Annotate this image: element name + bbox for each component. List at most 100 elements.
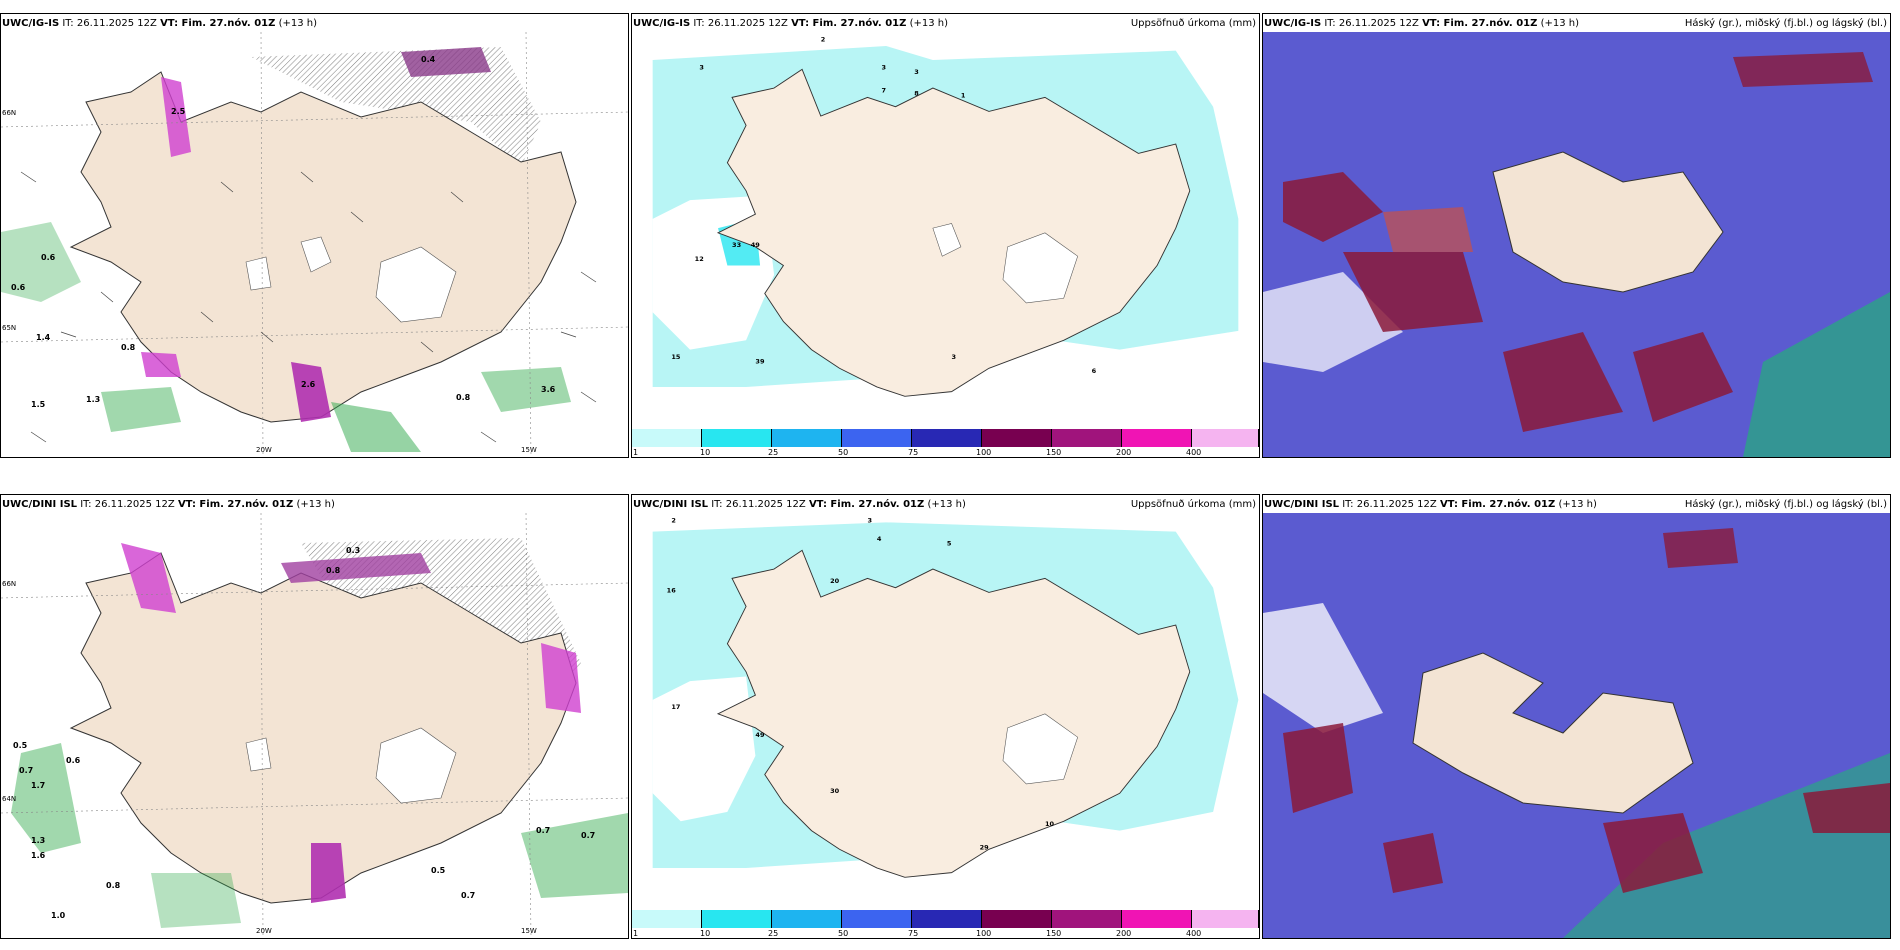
panel-wind-bottom: UWC/DINI ISL IT: 26.11.2025 12Z VT: Fim.… — [0, 494, 629, 939]
svg-text:30: 30 — [830, 787, 840, 795]
precip-patch — [291, 362, 331, 422]
svg-text:0.5: 0.5 — [431, 866, 446, 875]
value-labels: 0.6 0.6 1.4 0.8 1.5 1.3 0.8 3.6 2.6 2.5 … — [11, 55, 556, 409]
svg-text:16: 16 — [667, 586, 677, 594]
svg-text:0.8: 0.8 — [456, 393, 471, 402]
svg-text:1.4: 1.4 — [36, 333, 51, 342]
lat-label: 64N — [2, 795, 17, 803]
svg-text:15: 15 — [671, 353, 681, 361]
svg-text:0.6: 0.6 — [11, 283, 26, 292]
svg-text:12: 12 — [695, 255, 704, 263]
precip-patch — [141, 352, 181, 377]
panel-cloud-top: UWC/IG-IS IT: 26.11.2025 12Z VT: Fim. 27… — [1262, 13, 1891, 458]
svg-text:3: 3 — [914, 68, 919, 76]
precip-patch — [1, 222, 81, 302]
svg-text:0.8: 0.8 — [106, 881, 121, 890]
svg-text:0.8: 0.8 — [121, 343, 136, 352]
panel-title: UWC/IG-IS IT: 26.11.2025 12Z VT: Fim. 27… — [633, 18, 948, 29]
svg-text:0.7: 0.7 — [536, 826, 550, 835]
precip-patch — [331, 402, 421, 452]
svg-text:6: 6 — [1092, 367, 1097, 375]
precip-values: 2 3 4 5 16 20 17 49 30 29 10 — [667, 516, 1055, 851]
precip-patch — [481, 367, 571, 412]
wind-precip-map[interactable]: 0.6 0.6 1.4 0.8 1.5 1.3 0.8 3.6 2.6 2.5 … — [1, 32, 628, 457]
precip-patch — [161, 77, 191, 157]
glacier — [300, 236, 332, 273]
svg-text:1.5: 1.5 — [31, 400, 46, 409]
glacier — [245, 256, 272, 291]
svg-text:1.3: 1.3 — [31, 836, 45, 845]
panel-variable-title: Háský (gr.), miðský (fj.bl.) og lágský (… — [1684, 18, 1887, 29]
panel-title: UWC/IG-IS IT: 26.11.2025 12Z VT: Fim. 27… — [2, 18, 317, 29]
svg-text:2.6: 2.6 — [301, 380, 316, 389]
hatch-area — [251, 47, 541, 167]
svg-text:8: 8 — [914, 90, 919, 98]
svg-text:33: 33 — [732, 241, 742, 249]
svg-text:2.5: 2.5 — [171, 107, 186, 116]
cloud-map[interactable] — [1263, 513, 1890, 938]
svg-text:3.6: 3.6 — [541, 385, 556, 394]
svg-text:20: 20 — [830, 577, 840, 585]
svg-text:0.4: 0.4 — [421, 55, 436, 64]
wind-barbs — [20, 171, 597, 443]
svg-text:2: 2 — [821, 35, 826, 43]
precip-patch — [101, 387, 181, 432]
lat-label: 65N — [2, 324, 17, 332]
value-labels: 0.5 0.7 0.6 1.7 1.3 1.6 0.8 1.0 0.5 0.7 … — [13, 546, 595, 920]
lat-label: 66N — [2, 580, 17, 588]
panel-precip-bottom: UWC/DINI ISL IT: 26.11.2025 12Z VT: Fim.… — [631, 494, 1260, 939]
svg-text:49: 49 — [751, 241, 761, 249]
svg-text:1.7: 1.7 — [31, 781, 45, 790]
svg-text:17: 17 — [671, 703, 681, 711]
lon-label: 20W — [256, 927, 272, 935]
svg-text:2: 2 — [671, 516, 676, 524]
svg-text:1: 1 — [961, 91, 966, 99]
panel-precip-top: UWC/IG-IS IT: 26.11.2025 12Z VT: Fim. 27… — [631, 13, 1260, 458]
svg-text:0.7: 0.7 — [461, 891, 475, 900]
svg-text:7: 7 — [882, 87, 887, 95]
precip-patch — [401, 47, 491, 77]
svg-text:4: 4 — [877, 535, 882, 543]
svg-text:3: 3 — [882, 63, 887, 71]
iceland-land — [69, 552, 577, 904]
svg-text:0.3: 0.3 — [346, 546, 360, 555]
precip-map[interactable]: 2 3 3 3 7 8 1 33 49 12 39 15 3 6 — [632, 32, 1259, 429]
svg-text:0.7: 0.7 — [581, 831, 595, 840]
svg-text:3: 3 — [952, 353, 957, 361]
svg-text:0.6: 0.6 — [41, 253, 56, 262]
svg-text:0.5: 0.5 — [13, 741, 28, 750]
cloud-map[interactable] — [1263, 32, 1890, 457]
panel-title: UWC/IG-IS IT: 26.11.2025 12Z VT: Fim. 27… — [1264, 18, 1579, 29]
panel-variable-title: Uppsöfnuð úrkoma (mm) — [1130, 18, 1256, 29]
svg-text:3: 3 — [868, 516, 873, 524]
svg-text:1.0: 1.0 — [51, 911, 66, 920]
panel-cloud-bottom: UWC/DINI ISL IT: 26.11.2025 12Z VT: Fim.… — [1262, 494, 1891, 939]
panel-variable-title: Háský (gr.), miðský (fj.bl.) og lágský (… — [1684, 499, 1887, 510]
lon-label: 20W — [256, 446, 272, 454]
glacier — [375, 246, 457, 323]
svg-text:10: 10 — [1045, 820, 1055, 828]
svg-text:0.8: 0.8 — [326, 566, 341, 575]
wind-precip-map[interactable]: 0.5 0.7 0.6 1.7 1.3 1.6 0.8 1.0 0.5 0.7 … — [1, 513, 628, 938]
iceland-land — [1492, 151, 1724, 293]
panel-wind-top: UWC/IG-IS IT: 26.11.2025 12Z VT: Fim. 27… — [0, 13, 629, 458]
precip-colorbar: 1 10 25 50 75 100 150 200 400 — [632, 429, 1259, 457]
iceland-land — [1412, 652, 1694, 814]
precip-map[interactable]: 2 3 4 5 16 20 17 49 30 29 10 — [632, 513, 1259, 910]
lon-label: 15W — [521, 927, 537, 935]
svg-text:0.7: 0.7 — [19, 766, 33, 775]
panel-title: UWC/DINI ISL IT: 26.11.2025 12Z VT: Fim.… — [2, 499, 335, 510]
svg-text:29: 29 — [980, 843, 990, 851]
precip-values: 2 3 3 3 7 8 1 33 49 12 39 15 3 6 — [671, 35, 1096, 375]
panel-title: UWC/DINI ISL IT: 26.11.2025 12Z VT: Fim.… — [633, 499, 966, 510]
panel-title: UWC/DINI ISL IT: 26.11.2025 12Z VT: Fim.… — [1264, 499, 1597, 510]
svg-text:49: 49 — [755, 731, 765, 739]
svg-text:3: 3 — [699, 63, 704, 71]
lat-label: 66N — [2, 109, 17, 117]
iceland-land — [716, 549, 1191, 878]
svg-text:0.6: 0.6 — [66, 756, 81, 765]
svg-text:39: 39 — [755, 358, 765, 366]
precip-colorbar: 1 10 25 50 75 100 150 200 400 — [632, 910, 1259, 938]
svg-text:1.6: 1.6 — [31, 851, 46, 860]
lon-label: 15W — [521, 446, 537, 454]
